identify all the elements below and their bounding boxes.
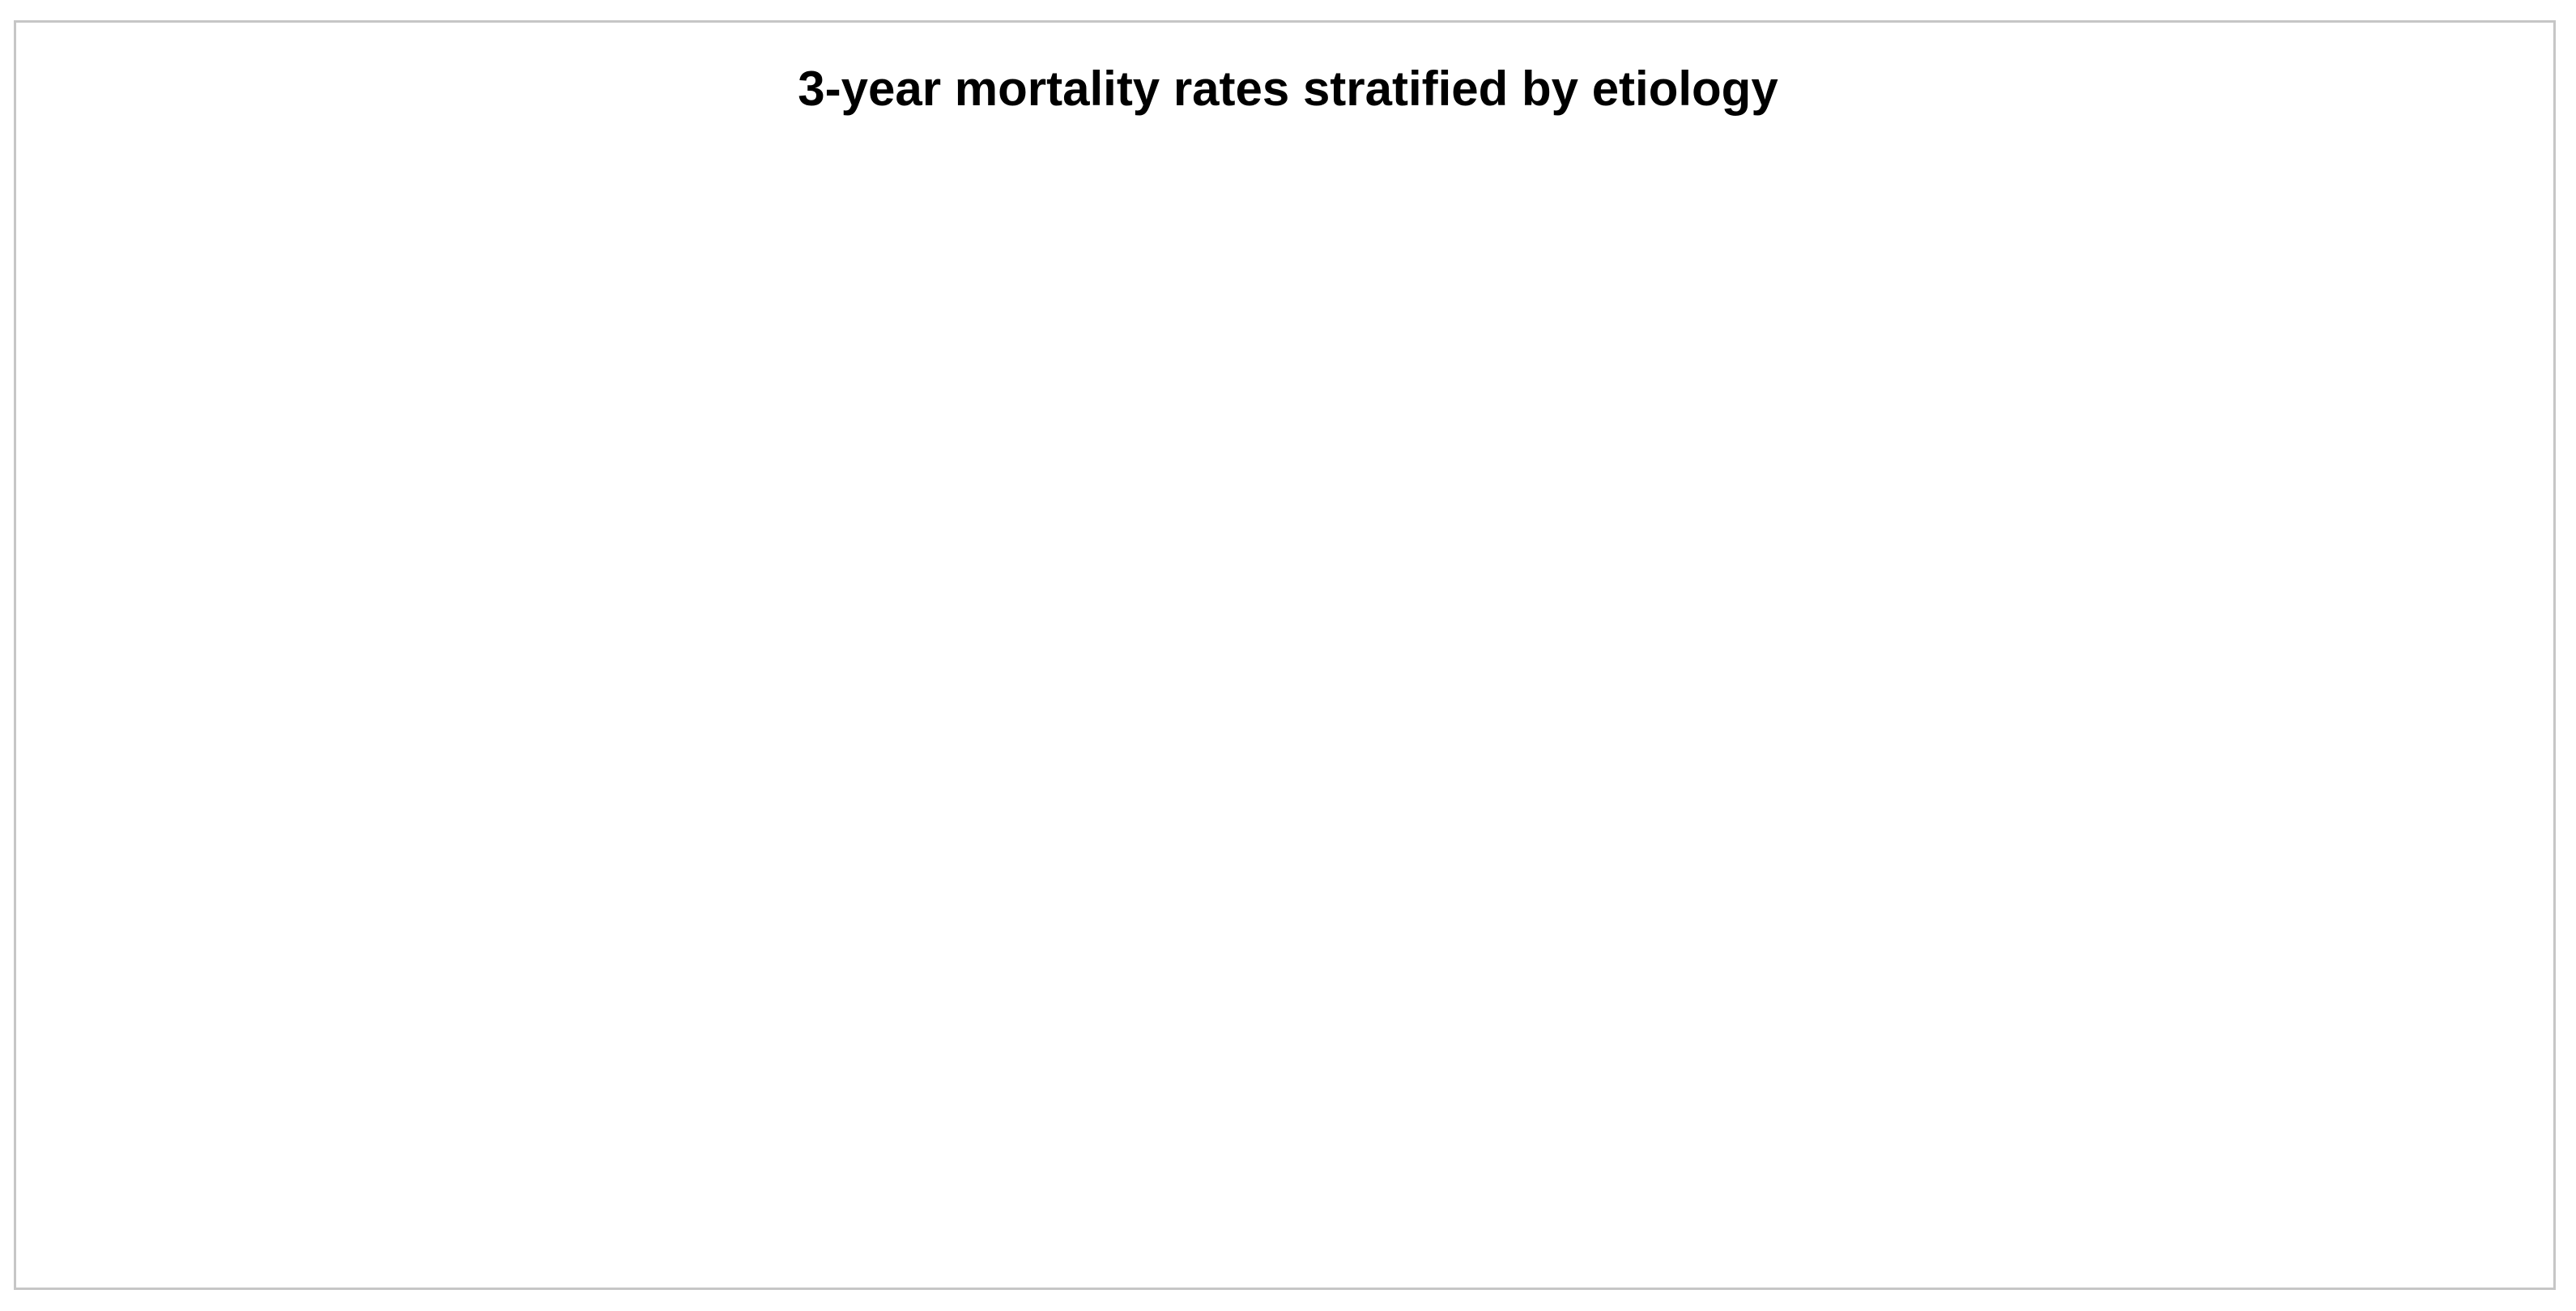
figure-border: [14, 20, 2556, 1290]
chart-title: 3-year mortality rates stratified by eti…: [798, 62, 1778, 116]
